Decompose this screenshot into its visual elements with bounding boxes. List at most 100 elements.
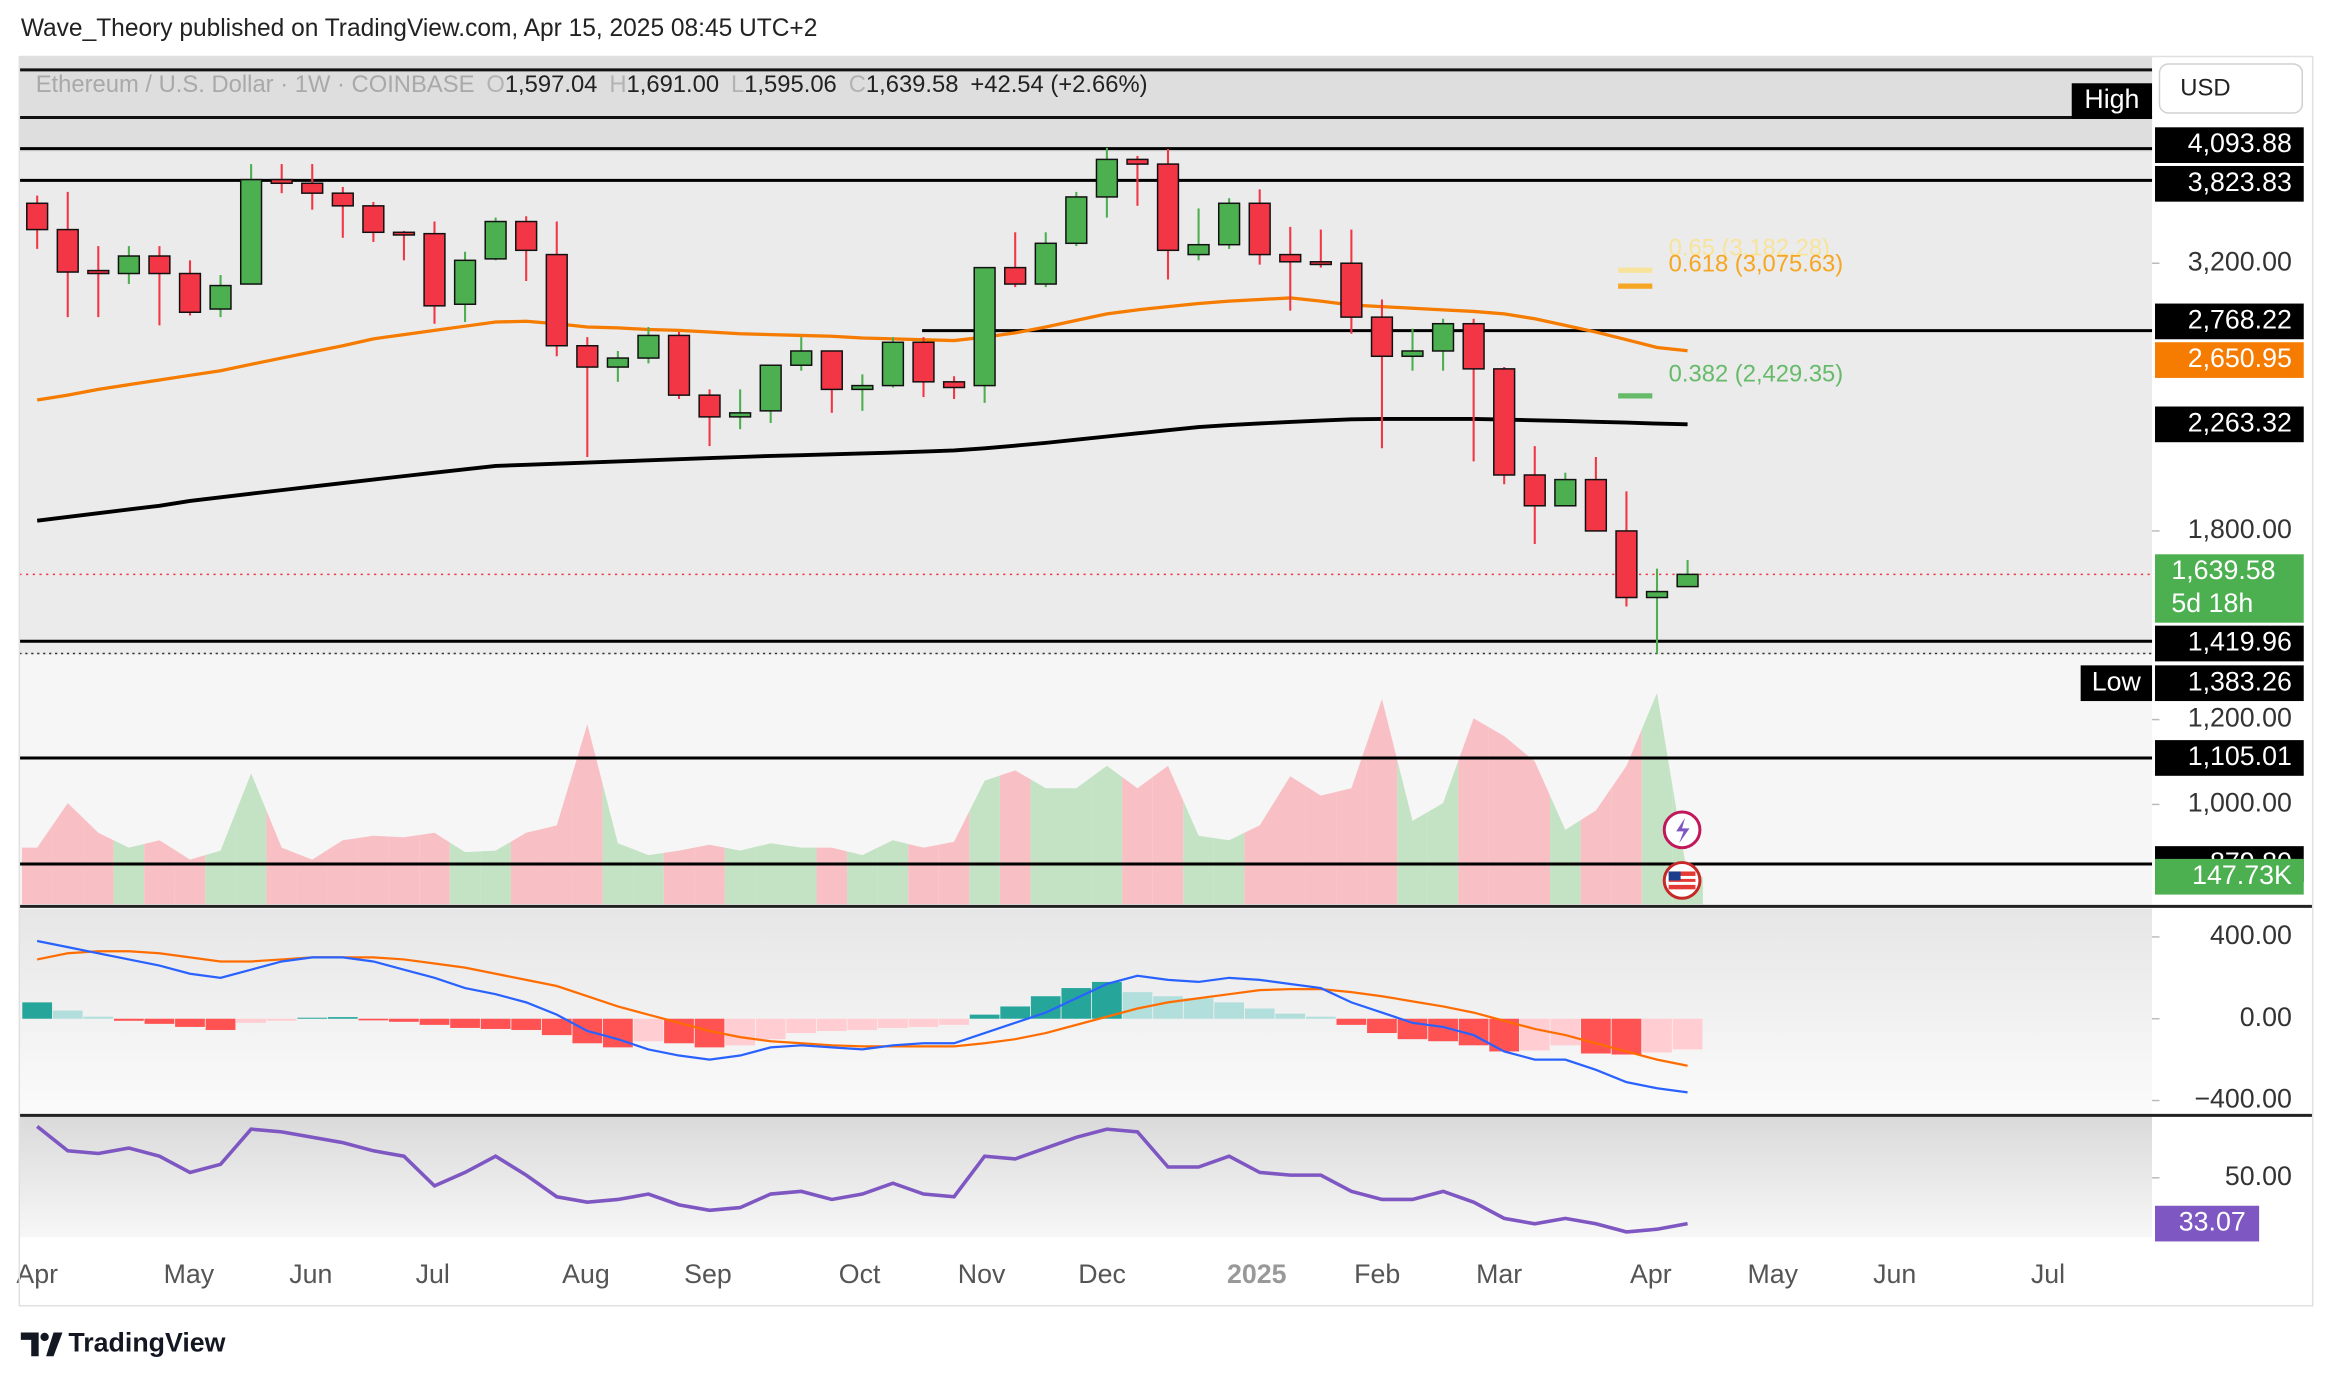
legend-item: H xyxy=(609,72,626,99)
volume-area xyxy=(724,846,756,905)
candle-body xyxy=(698,394,721,418)
legend-item: L xyxy=(731,72,744,99)
candle-body xyxy=(1187,243,1210,256)
macd-histogram xyxy=(358,1018,389,1021)
price-badge xyxy=(2155,554,2304,623)
volume-area xyxy=(1213,832,1245,905)
volume-area xyxy=(449,842,481,905)
price-badge-label: 2,768.22 xyxy=(2188,304,2292,334)
macd-histogram xyxy=(1336,1018,1367,1025)
price-badge xyxy=(2155,406,2304,443)
price-badge-label: 5d 18h xyxy=(2171,588,2253,618)
macd-histogram xyxy=(786,1018,817,1034)
volume-area xyxy=(572,724,603,905)
volume-area xyxy=(419,832,450,905)
macd-histogram xyxy=(1367,1018,1397,1034)
range-band xyxy=(19,56,2153,152)
x-tick-label: Nov xyxy=(958,1259,1006,1289)
volume-area xyxy=(1488,727,1520,905)
volume-area xyxy=(1244,800,1275,905)
candles-layer xyxy=(26,147,1699,654)
volume-area xyxy=(908,843,939,905)
candle-body xyxy=(1431,322,1455,352)
tv-logo xyxy=(20,1332,63,1357)
currency-button[interactable] xyxy=(2158,63,2303,114)
price-badge-label: 2,263.32 xyxy=(2188,407,2292,437)
rsi-badge-label: 33.07 xyxy=(2179,1207,2246,1237)
candle-body xyxy=(331,192,354,207)
price-badge-label: 1,105.01 xyxy=(2188,741,2292,771)
candle-body xyxy=(851,384,874,391)
candle-body xyxy=(1462,322,1485,370)
macd-histogram xyxy=(1030,996,1061,1019)
candle-body xyxy=(1309,261,1332,266)
candle-body xyxy=(1279,253,1302,263)
macd-histogram xyxy=(1275,1013,1306,1019)
fib-label: 0.382 (2,429.35) xyxy=(1669,360,1844,387)
macd-histogram xyxy=(389,1018,419,1022)
brand: TradingView xyxy=(68,1327,225,1357)
low-badge xyxy=(2080,665,2153,702)
legend-item: 1,639.58 xyxy=(866,72,959,99)
candle-body xyxy=(1584,478,1608,532)
macd-histogram xyxy=(755,1018,786,1040)
volume-area xyxy=(663,847,695,905)
moving-average xyxy=(36,296,1688,402)
rsi-tick-label: 50.00 xyxy=(2225,1161,2292,1191)
volume-area xyxy=(1061,777,1092,905)
candle-body xyxy=(270,178,293,185)
lines-layer: 0.65 (3,182.28)0.618 (3,075.63) 0.382 (2,… xyxy=(19,147,2153,866)
price-badge-label: 3,823.83 xyxy=(2188,167,2292,197)
x-tick-label: Feb xyxy=(1354,1259,1400,1289)
price-badge xyxy=(2155,342,2304,378)
candle-body xyxy=(1493,368,1516,476)
volume-area xyxy=(816,847,848,905)
high-badge xyxy=(2071,83,2153,119)
volume-badge-label: 147.73K xyxy=(2192,860,2292,890)
legend-item: 1,597.04 xyxy=(505,72,598,99)
macd-histogram xyxy=(1642,1018,1672,1053)
volume-area xyxy=(358,835,389,905)
candle-body xyxy=(148,255,171,275)
candle-body xyxy=(392,231,416,236)
macd-histogram xyxy=(1153,996,1183,1019)
volume-area xyxy=(938,811,970,905)
macd-histogram xyxy=(450,1018,480,1028)
macd-histogram xyxy=(52,1010,83,1019)
volume-area xyxy=(1427,760,1459,905)
volume-area xyxy=(633,849,664,905)
byline: Wave_Theory published on TradingView.com… xyxy=(21,15,818,42)
macd-histogram xyxy=(144,1018,175,1024)
candle-body xyxy=(1217,202,1241,246)
volume-area xyxy=(1122,777,1153,905)
x-tick-label: Jul xyxy=(416,1259,450,1289)
candle-body xyxy=(1004,266,1027,285)
volume-area xyxy=(541,774,573,905)
candle-body xyxy=(667,334,691,396)
candle-body xyxy=(973,266,996,387)
candle-body xyxy=(606,357,630,368)
candle-body xyxy=(1034,242,1057,285)
volume-area xyxy=(1305,785,1337,905)
volume-area xyxy=(113,840,145,905)
candle-body xyxy=(87,269,110,275)
x-tick-label: May xyxy=(164,1259,215,1289)
y-tick-label: 1,000.00 xyxy=(2188,787,2292,817)
price-badge xyxy=(2155,165,2304,202)
macd-histogram xyxy=(419,1018,450,1025)
volume-area xyxy=(1641,693,1673,905)
volume-area xyxy=(1397,759,1428,905)
x-tick-label: May xyxy=(1748,1259,1799,1289)
macd-histogram xyxy=(266,1018,297,1021)
price-badge xyxy=(2155,740,2304,776)
candle-body xyxy=(576,344,599,368)
macd-histogram xyxy=(175,1018,205,1027)
volume-area xyxy=(327,838,359,905)
candle-body xyxy=(1065,196,1088,245)
rsi-pane xyxy=(19,1116,2153,1238)
candle-body xyxy=(239,178,263,285)
rsi-layer xyxy=(36,1125,1688,1234)
volume-area xyxy=(602,783,634,905)
candle-body xyxy=(453,259,477,305)
candle-body xyxy=(178,272,202,313)
